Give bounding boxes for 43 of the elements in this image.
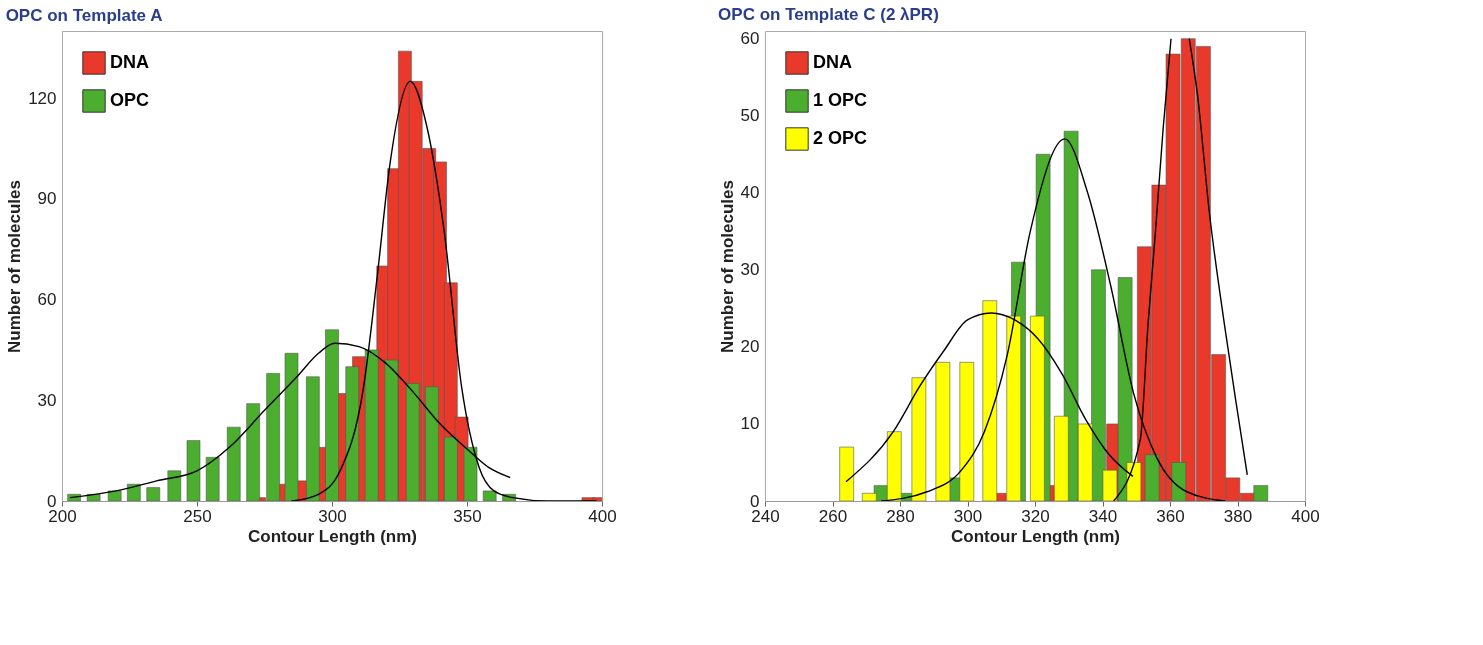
y-tick-label: 60 <box>37 290 57 310</box>
bar <box>482 490 497 501</box>
y-tick-label: 20 <box>740 337 760 357</box>
x-tick-label: 360 <box>1156 506 1185 526</box>
x-axis-title: Contour Length (nm) <box>247 526 418 546</box>
x-tick-label: 280 <box>886 506 915 526</box>
y-tick-label: 60 <box>740 29 760 49</box>
chart-title: OPC on Template C (2 λPR) <box>718 4 939 24</box>
y-tick-label: 10 <box>740 414 760 434</box>
y-tick-label: 90 <box>37 189 57 209</box>
y-axis-title: Number of molecules <box>5 180 25 353</box>
x-tick-label: 340 <box>1088 506 1118 526</box>
y-tick-label: 120 <box>28 88 57 108</box>
x-tick-label: 350 <box>453 506 482 526</box>
bar <box>226 426 241 501</box>
y-tick-label: 50 <box>740 106 760 126</box>
x-tick-label: 260 <box>818 506 848 526</box>
x-tick-label: 400 <box>588 506 617 526</box>
bar <box>186 440 201 501</box>
legend-label: DNA <box>813 52 852 72</box>
chart-title: OPC on Template A <box>5 6 163 25</box>
bar <box>167 470 182 501</box>
bar <box>107 490 122 501</box>
legend-label: OPC <box>110 90 150 110</box>
bar <box>146 487 161 501</box>
legend-label: 2 OPC <box>813 128 868 148</box>
bar <box>205 457 220 501</box>
x-tick-label: 400 <box>1291 506 1320 526</box>
bar <box>839 446 854 501</box>
y-tick-label: 30 <box>740 260 760 280</box>
legend-label: DNA <box>110 52 149 72</box>
bar <box>127 483 141 501</box>
y-tick-label: 30 <box>37 390 57 410</box>
y-tick-label: 40 <box>740 183 760 203</box>
line-series <box>1188 38 1248 476</box>
x-tick-label: 300 <box>318 506 347 526</box>
x-tick-label: 300 <box>953 506 983 526</box>
x-tick-label: 250 <box>183 506 212 526</box>
legend-label: 1 OPC <box>813 90 868 110</box>
y-axis-title: Number of molecules <box>717 180 737 353</box>
x-axis-title: Contour Length (nm) <box>950 526 1121 546</box>
x-tick-label: 320 <box>1021 506 1050 526</box>
x-tick-label: 380 <box>1223 506 1253 526</box>
